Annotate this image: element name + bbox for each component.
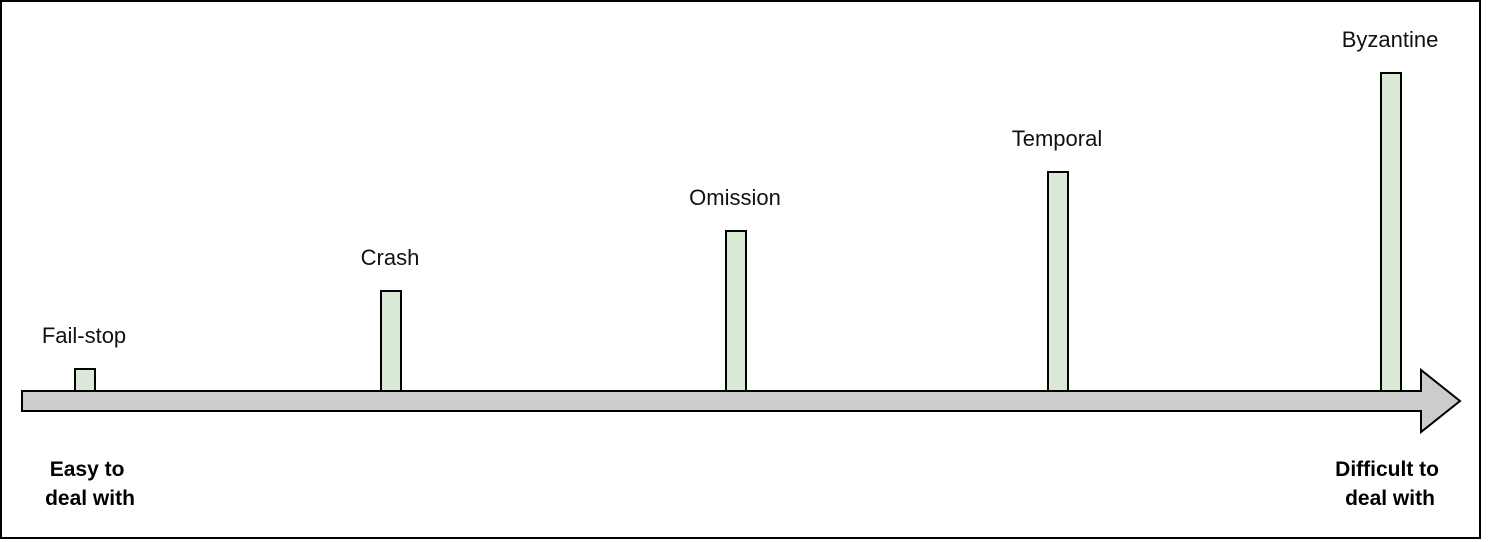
easy-label-line-2: deal with (45, 487, 135, 510)
omission-label: Omission (689, 185, 781, 210)
difficult-label: Difficult to deal with (1335, 458, 1445, 510)
crash-bar (380, 290, 402, 392)
byzantine-label: Byzantine (1342, 27, 1439, 52)
easy-label: Easy to deal with (45, 458, 135, 510)
crash-label: Crash (361, 245, 420, 270)
difficulty-axis-arrow (21, 367, 1462, 435)
failure-labels: Fail-stop Crash Omission Temporal Byzantine (42, 27, 1438, 348)
failure-bars (74, 72, 1402, 392)
difficult-label-line-1: Difficult to (1335, 458, 1439, 481)
omission-bar (725, 230, 747, 392)
fail-stop-bar (74, 368, 96, 392)
temporal-label: Temporal (1012, 126, 1102, 151)
diagram-frame (0, 0, 1481, 539)
fail-stop-label: Fail-stop (42, 323, 126, 348)
temporal-bar (1047, 171, 1069, 392)
byzantine-bar (1380, 72, 1402, 392)
difficult-label-line-2: deal with (1345, 487, 1435, 510)
easy-label-line-1: Easy to (50, 458, 125, 481)
